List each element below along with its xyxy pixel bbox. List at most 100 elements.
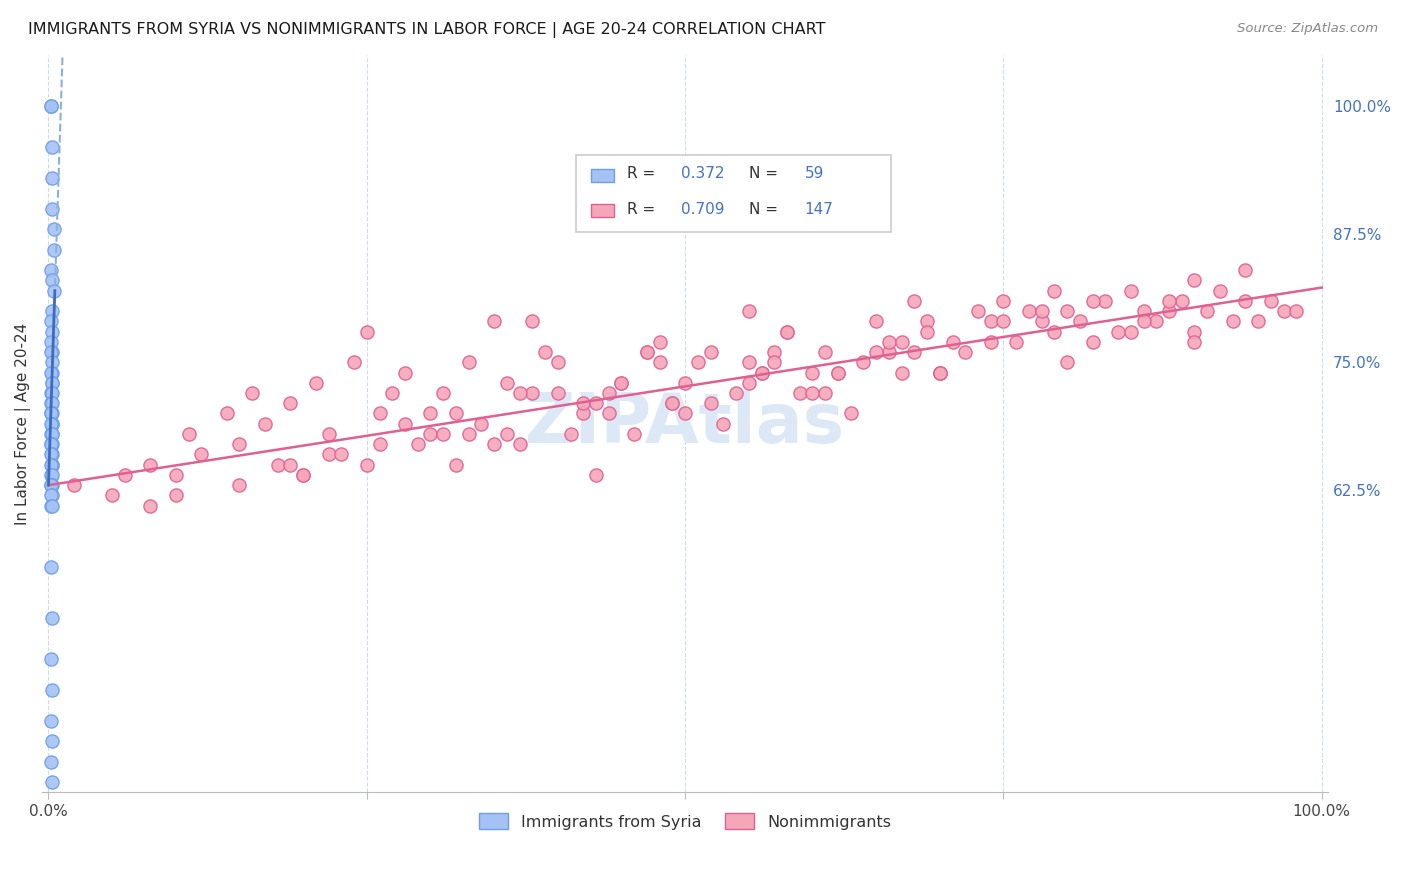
- Point: [686, 355, 709, 369]
- Point: [39, 334, 62, 349]
- Point: [228, 478, 250, 492]
- Point: [1119, 284, 1142, 298]
- Point: [368, 407, 391, 421]
- Point: [39, 99, 62, 113]
- Point: [39, 478, 62, 492]
- Point: [610, 376, 633, 390]
- Point: [711, 417, 734, 431]
- Bar: [592, 169, 614, 182]
- Point: [955, 345, 977, 359]
- Point: [1031, 314, 1053, 328]
- Point: [39, 417, 62, 431]
- Point: [266, 458, 288, 472]
- Point: [915, 314, 938, 328]
- Point: [41, 273, 63, 287]
- Point: [356, 325, 378, 339]
- Point: [903, 293, 925, 308]
- Point: [763, 345, 786, 359]
- Point: [814, 345, 837, 359]
- Point: [343, 355, 366, 369]
- Text: R =: R =: [627, 166, 661, 181]
- Point: [292, 467, 315, 482]
- Text: N =: N =: [749, 202, 783, 217]
- Point: [941, 334, 963, 349]
- Point: [1272, 304, 1295, 318]
- Point: [789, 386, 811, 401]
- Point: [139, 499, 162, 513]
- Point: [444, 407, 467, 421]
- Point: [457, 427, 479, 442]
- Point: [41, 376, 63, 390]
- Point: [673, 376, 696, 390]
- Point: [39, 488, 62, 502]
- Point: [482, 314, 505, 328]
- Point: [41, 345, 63, 359]
- Point: [547, 355, 569, 369]
- Point: [585, 467, 607, 482]
- Point: [41, 427, 63, 442]
- Point: [41, 171, 63, 186]
- Point: [101, 488, 124, 502]
- Point: [598, 407, 620, 421]
- Point: [572, 407, 595, 421]
- Point: [534, 345, 557, 359]
- Point: [39, 714, 62, 728]
- Point: [1107, 325, 1129, 339]
- Point: [496, 376, 519, 390]
- Point: [598, 386, 620, 401]
- Point: [636, 345, 658, 359]
- Point: [41, 478, 63, 492]
- Point: [522, 386, 544, 401]
- Legend: Immigrants from Syria, Nonimmigrants: Immigrants from Syria, Nonimmigrants: [472, 807, 897, 836]
- Point: [1222, 314, 1244, 328]
- Point: [877, 334, 900, 349]
- Point: [661, 396, 683, 410]
- Point: [253, 417, 276, 431]
- Point: [827, 366, 849, 380]
- Point: [41, 499, 63, 513]
- Point: [877, 345, 900, 359]
- Point: [1043, 325, 1066, 339]
- Point: [648, 334, 671, 349]
- Point: [1234, 293, 1257, 308]
- Point: [39, 458, 62, 472]
- Point: [41, 396, 63, 410]
- Text: ZIPAtlas: ZIPAtlas: [524, 390, 845, 458]
- Point: [1081, 334, 1104, 349]
- Point: [41, 458, 63, 472]
- Point: [419, 407, 441, 421]
- Point: [41, 376, 63, 390]
- Point: [41, 304, 63, 318]
- Point: [41, 366, 63, 380]
- Point: [41, 458, 63, 472]
- Text: N =: N =: [749, 166, 783, 181]
- Point: [39, 560, 62, 574]
- Text: 59: 59: [804, 166, 824, 181]
- Point: [1157, 304, 1180, 318]
- Point: [623, 427, 645, 442]
- Point: [139, 458, 162, 472]
- Point: [39, 755, 62, 769]
- Point: [699, 396, 721, 410]
- Point: [228, 437, 250, 451]
- Point: [585, 396, 607, 410]
- Point: [1197, 304, 1219, 318]
- Point: [330, 447, 353, 461]
- Point: [751, 366, 773, 380]
- Point: [738, 376, 761, 390]
- Point: [522, 314, 544, 328]
- Point: [980, 334, 1002, 349]
- Point: [801, 386, 824, 401]
- Point: [39, 314, 62, 328]
- FancyBboxPatch shape: [576, 154, 891, 232]
- Point: [915, 325, 938, 339]
- Point: [432, 386, 454, 401]
- Point: [42, 284, 65, 298]
- Point: [41, 734, 63, 748]
- Point: [39, 99, 62, 113]
- Point: [1170, 293, 1192, 308]
- Point: [280, 458, 302, 472]
- Point: [1043, 284, 1066, 298]
- Point: [41, 682, 63, 697]
- Y-axis label: In Labor Force | Age 20-24: In Labor Force | Age 20-24: [15, 323, 31, 524]
